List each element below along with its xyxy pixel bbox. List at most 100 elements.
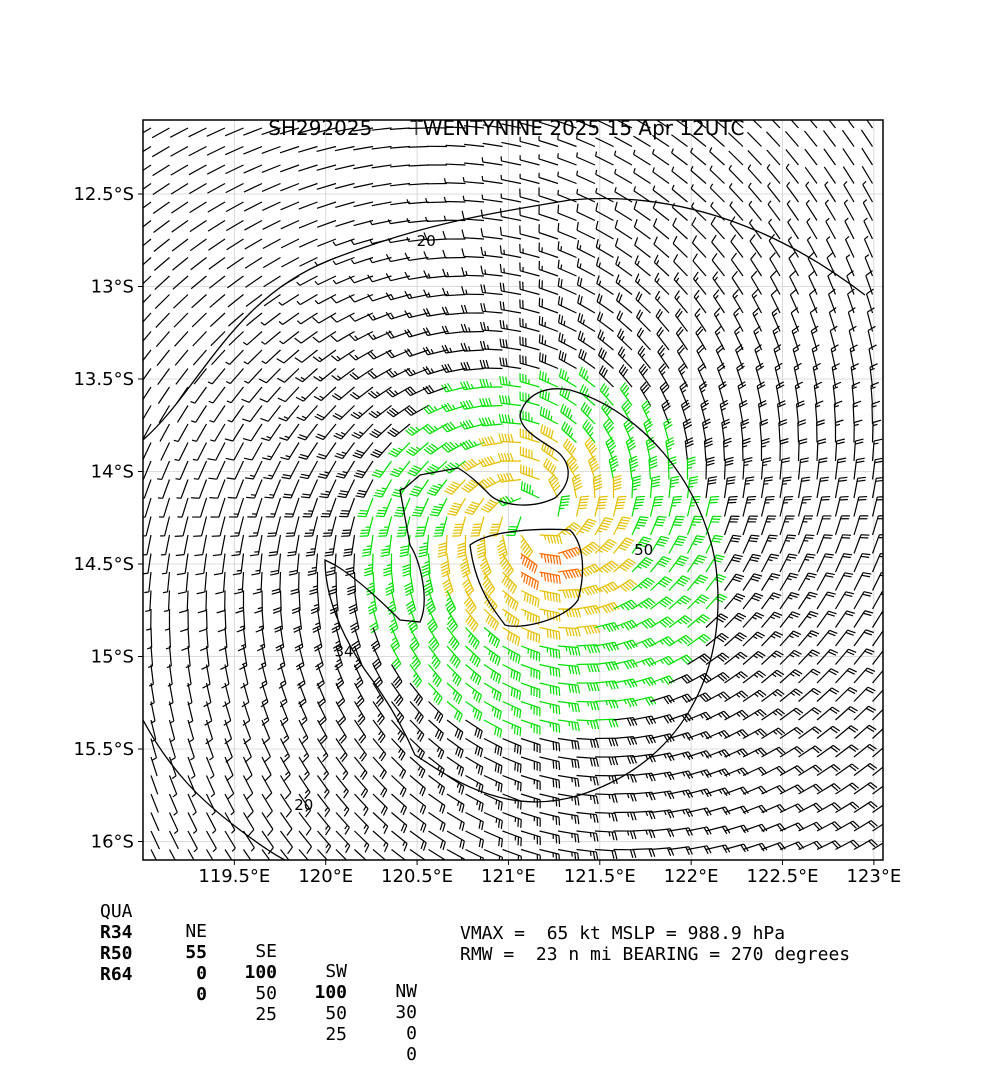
wind-barb xyxy=(175,517,188,537)
table-cell: 100 xyxy=(230,963,277,983)
wind-barb xyxy=(521,813,540,827)
wind-barb xyxy=(153,202,169,214)
wind-barb xyxy=(825,182,836,202)
wind-barb xyxy=(558,609,580,617)
wind-barb xyxy=(173,295,188,309)
wind-barb xyxy=(231,535,243,556)
wind-barb xyxy=(335,184,354,189)
wind-barb xyxy=(558,665,580,675)
wind-barb xyxy=(151,850,160,868)
wind-barb xyxy=(210,295,225,308)
wind-barb xyxy=(743,613,764,628)
wind-barb xyxy=(520,189,540,202)
wind-barb xyxy=(595,757,617,765)
x-tick-label: 119.5°E xyxy=(198,866,270,887)
wind-barb xyxy=(262,165,281,172)
wind-barb xyxy=(284,498,299,517)
wind-barb xyxy=(427,480,447,496)
wind-barb xyxy=(596,203,614,221)
wind-barb xyxy=(767,164,780,183)
wind-barb xyxy=(463,177,484,183)
wind-barb xyxy=(198,591,207,613)
wind-barb xyxy=(244,369,262,384)
wind-barb xyxy=(381,535,392,556)
x-tick-label: 122.5°E xyxy=(747,866,819,887)
wind-barb xyxy=(854,630,874,646)
wind-barb xyxy=(743,535,759,553)
wind-barb xyxy=(706,477,717,498)
wind-barb xyxy=(336,757,348,780)
wind-barb xyxy=(706,807,730,815)
wind-barb xyxy=(189,147,207,156)
wind-barb xyxy=(762,458,772,480)
wind-barb xyxy=(207,184,225,194)
wind-barb xyxy=(725,574,744,590)
wind-barb xyxy=(354,461,373,478)
wind-barb xyxy=(484,646,500,666)
wind-barb xyxy=(577,757,599,767)
wind-barb xyxy=(614,517,631,535)
wind-barb xyxy=(521,776,540,790)
wind-barb xyxy=(283,480,299,498)
wind-barb xyxy=(263,461,280,479)
wind-barb xyxy=(657,327,669,350)
wind-barb xyxy=(762,612,783,627)
wind-barb xyxy=(503,757,522,773)
wind-barb xyxy=(244,147,262,155)
wind-barb xyxy=(190,239,206,251)
wind-barb xyxy=(873,801,896,812)
wind-barb xyxy=(447,813,464,831)
wind-barb xyxy=(260,406,280,422)
wind-barb xyxy=(188,702,193,724)
wind-barb xyxy=(635,274,650,295)
wind-barb xyxy=(521,739,540,754)
wind-barb xyxy=(597,257,614,276)
wind-barb xyxy=(314,387,336,401)
wind-barb xyxy=(291,572,299,594)
wind-barb xyxy=(170,720,175,742)
wind-barb xyxy=(799,554,816,572)
wind-barb xyxy=(357,498,373,517)
wind-barb xyxy=(466,757,483,775)
wind-barb xyxy=(709,115,724,128)
wind-barb xyxy=(873,630,892,646)
wind-barb xyxy=(634,219,650,239)
wind-barb xyxy=(484,720,502,738)
wind-barb xyxy=(762,554,780,572)
wind-barb xyxy=(447,683,462,704)
wind-barb xyxy=(731,253,743,276)
wind-barb xyxy=(446,127,466,128)
wind-barb xyxy=(187,665,191,687)
wind-barb xyxy=(230,517,243,537)
wind-barb xyxy=(577,720,599,729)
wind-barb xyxy=(498,453,521,461)
wind-barb xyxy=(151,813,159,831)
wind-barb xyxy=(272,572,281,594)
y-tick-label: 14°S xyxy=(91,462,134,483)
wind-barb xyxy=(817,726,840,738)
wind-barb xyxy=(390,165,410,167)
wind-barb xyxy=(192,424,206,441)
wind-barb xyxy=(725,516,740,535)
wind-barb xyxy=(669,516,685,535)
wind-barb xyxy=(296,387,318,401)
wind-barb xyxy=(466,702,482,721)
wind-barb xyxy=(501,193,521,202)
wind-barb xyxy=(499,433,521,442)
wind-barb xyxy=(761,438,769,461)
wind-barb xyxy=(632,517,649,535)
wind-barb xyxy=(844,181,854,202)
wind-barb xyxy=(807,218,817,239)
wind-barb xyxy=(373,776,387,798)
wind-barb xyxy=(209,406,225,423)
wind-barb xyxy=(539,316,558,331)
wind-barb xyxy=(227,387,244,403)
wind-barb xyxy=(246,276,262,287)
wind-barb xyxy=(698,363,706,387)
wind-barb xyxy=(520,447,539,461)
wind-barb xyxy=(836,668,857,683)
wind-barb xyxy=(480,379,503,387)
wind-barb xyxy=(261,332,280,345)
wind-barb xyxy=(372,202,392,206)
wind-barb xyxy=(372,184,392,187)
